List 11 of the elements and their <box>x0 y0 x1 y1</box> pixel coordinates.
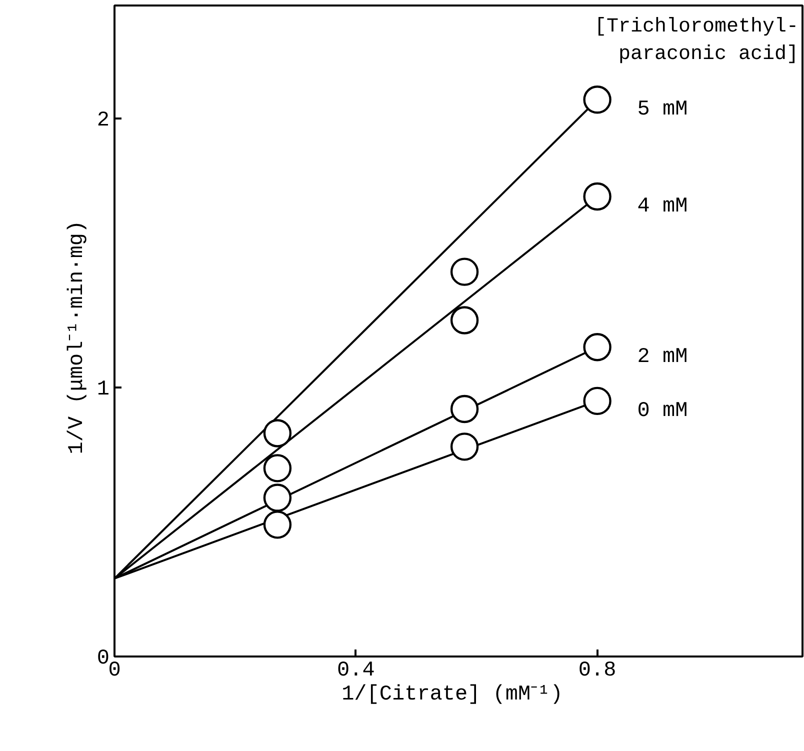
x-axis-title: 1/[Citrate] (mM⁻¹) <box>342 684 563 706</box>
series-label: 0 mM <box>637 400 688 423</box>
y-tick-label: 1 <box>96 378 110 402</box>
y-tick-label: 2 <box>96 109 110 132</box>
series-label: 2 mM <box>637 346 688 370</box>
y-axis-title: 1/V (μmol⁻¹·min·mg) <box>66 220 89 454</box>
legend-title: [Trichloromethyl- paraconic acid] <box>594 16 799 66</box>
series-label: 4 mM <box>637 195 688 218</box>
series-label: 5 mM <box>637 98 688 122</box>
x-tick-label: 0.4 <box>337 660 375 682</box>
x-tick-label: 0.8 <box>578 660 616 682</box>
